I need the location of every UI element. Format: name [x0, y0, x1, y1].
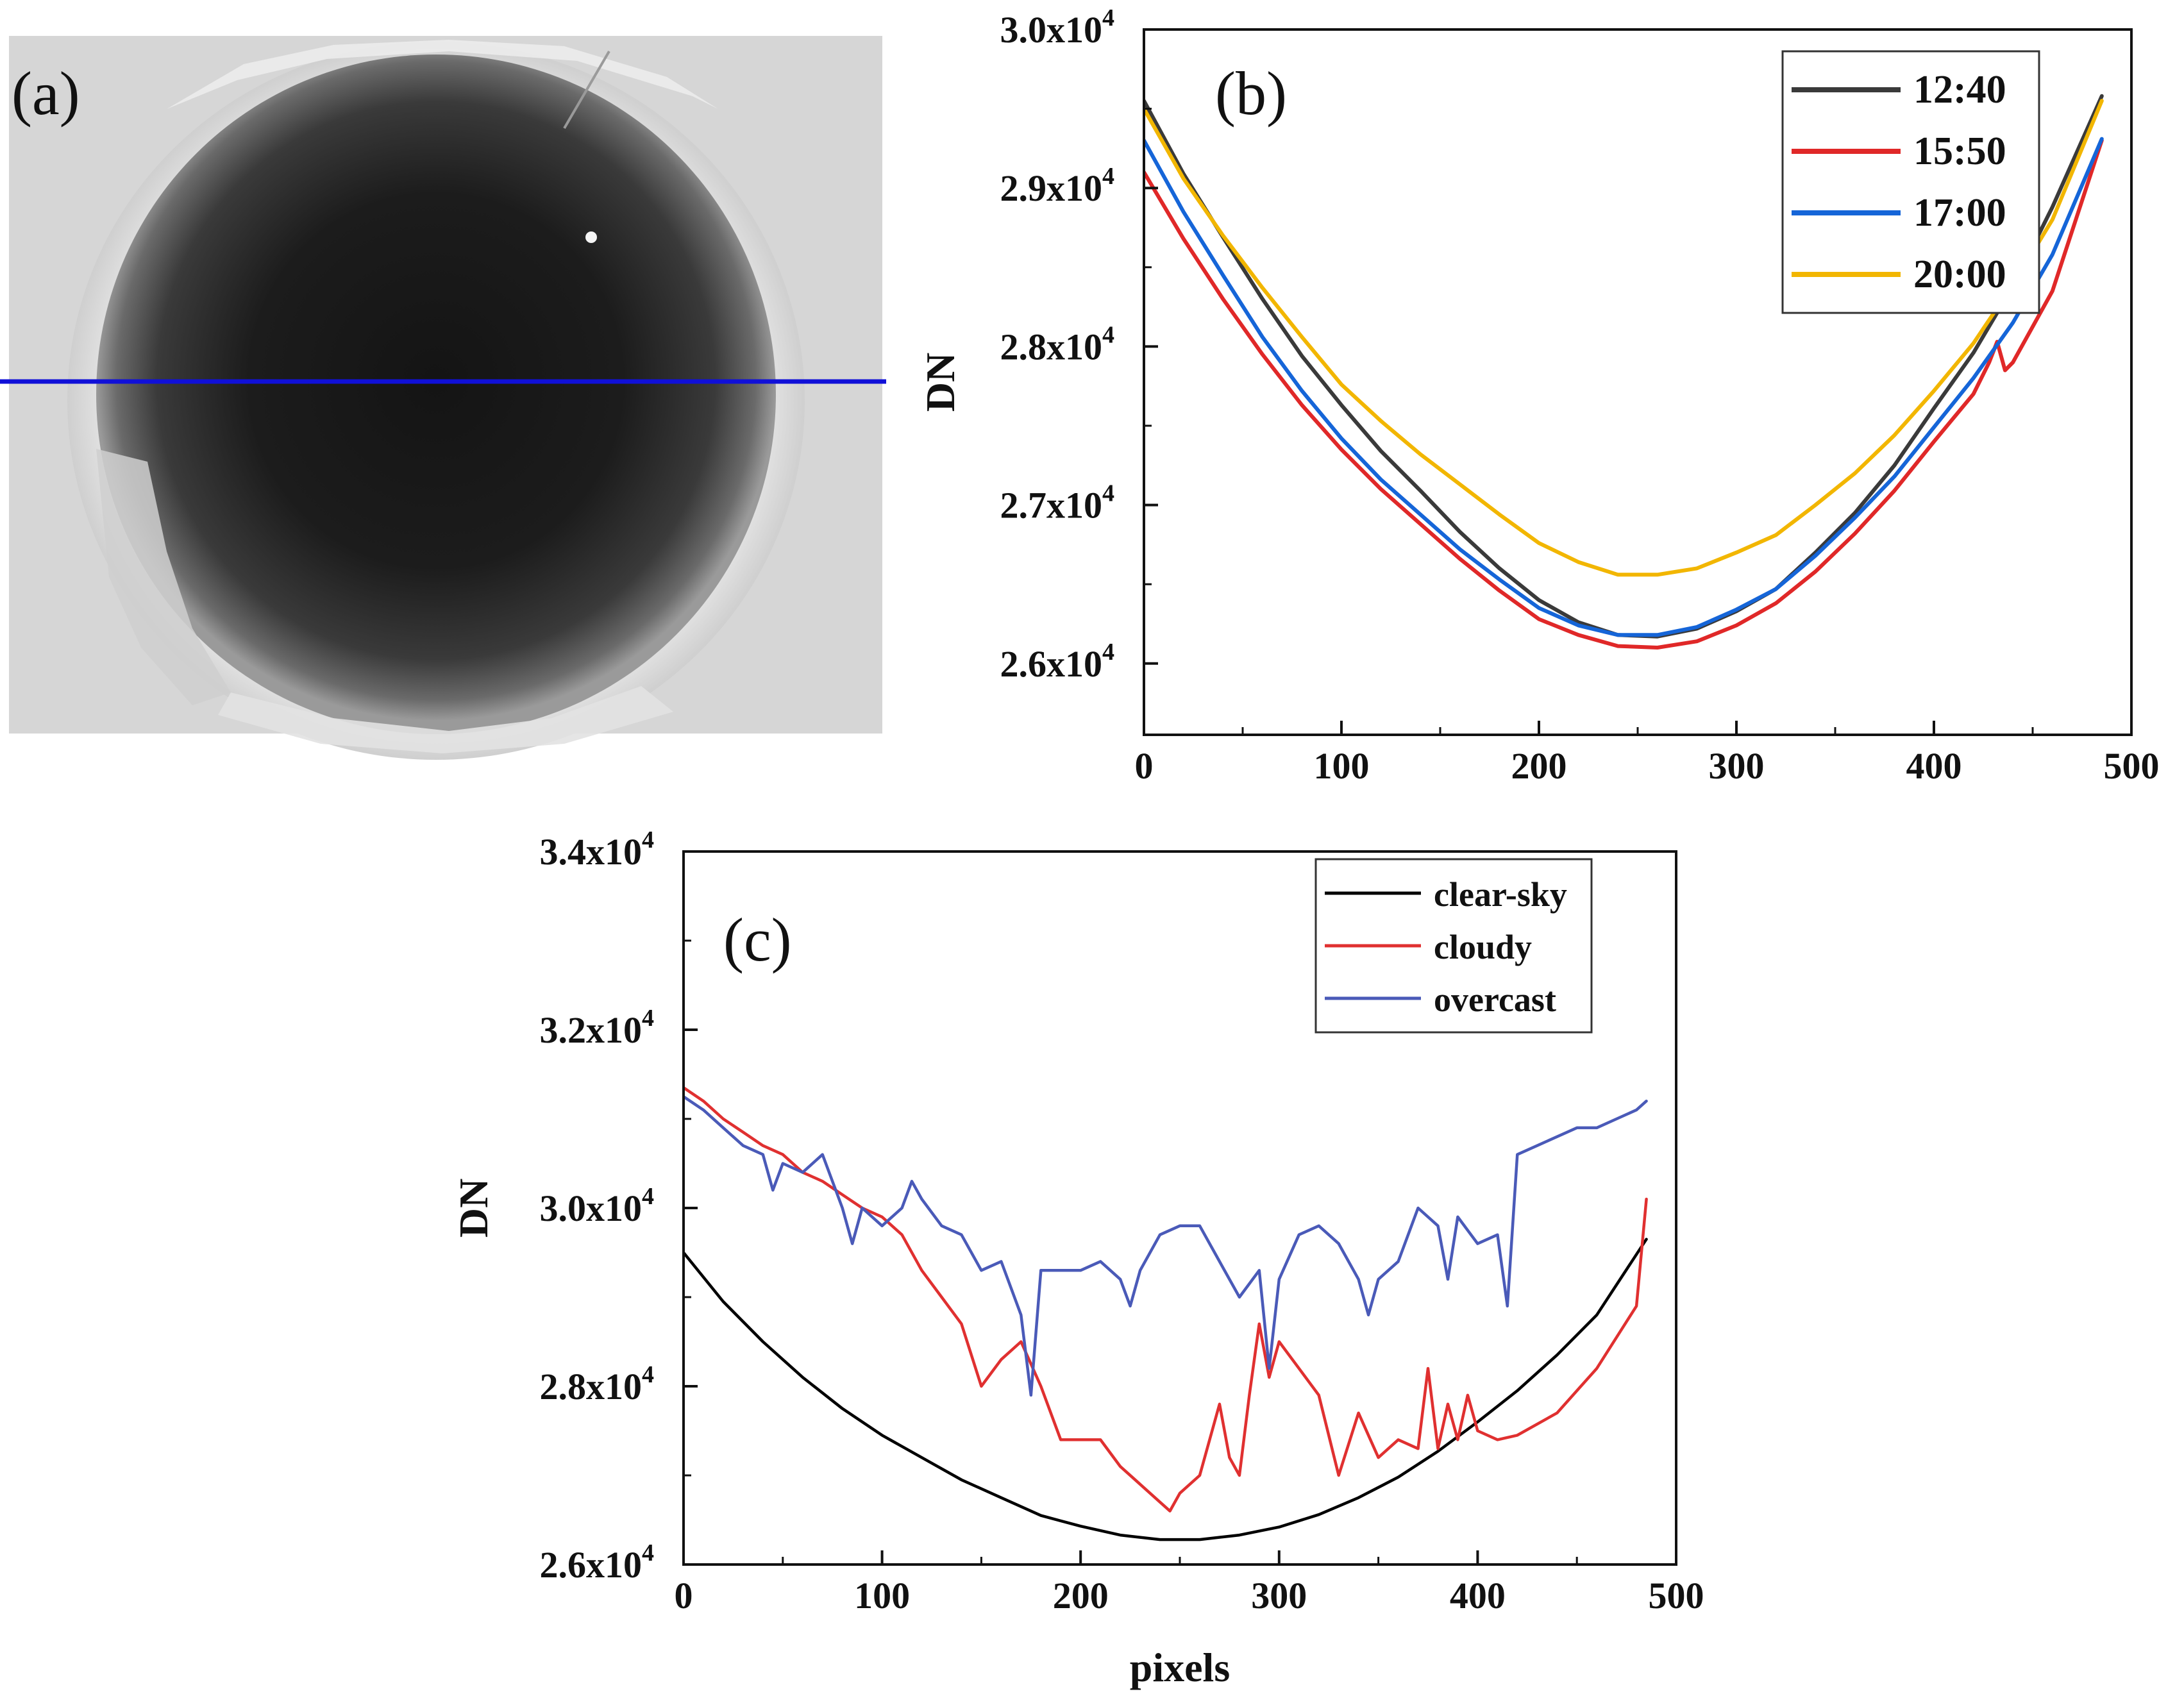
chart-c-legend-label: clear-sky — [1434, 875, 1567, 914]
chart-c-series-overcast — [684, 1095, 1648, 1397]
chart-b-ytick-label: 2.7x104 — [1000, 480, 1115, 526]
chart-c-ytick-label: 3.2x104 — [540, 1005, 655, 1051]
chart-b-legend-box — [1781, 50, 2040, 314]
panel-b: 0 100 200 300 400 500 2.6x104 2.7x104 2.8x104 2.9… — [918, 4, 2160, 787]
chart-b-xtick-label: 100 — [1314, 745, 1370, 787]
chart-c-xtick-label: 100 — [854, 1575, 910, 1616]
chart-b-xtick-label: 500 — [2104, 745, 2160, 787]
panel-c-label: (c) — [723, 905, 792, 974]
chart-b-legend-label: 12:40 — [1913, 68, 2006, 112]
chart-c-legend-label: overcast — [1434, 980, 1556, 1019]
chart-b-xtick-label: 400 — [1906, 745, 1962, 787]
chart-b-series — [1144, 94, 2104, 650]
chart-b-ytick-label: 2.6x104 — [1000, 639, 1115, 685]
chart-c-axes: 0 100 200 300 400 500 2.6x104 2.8x104 3.0x104 3.2… — [451, 826, 1704, 1690]
horizon-obstruction-bottom — [218, 686, 673, 753]
horizon-obstruction-left — [96, 449, 231, 705]
chart-b-series-17:00 — [1144, 137, 2104, 637]
chart-c-xtick-label: 400 — [1450, 1575, 1506, 1616]
chart-c-ytick-label: 2.8x104 — [540, 1361, 655, 1407]
bright-star — [585, 231, 597, 243]
panel-a-label: (a) — [12, 59, 80, 128]
chart-c-xtick-label: 0 — [675, 1575, 693, 1616]
chart-b-xtick-label: 200 — [1511, 745, 1567, 787]
chart-b-xtick-label: 0 — [1135, 745, 1154, 787]
chart-c-series-cloudy — [684, 1086, 1648, 1513]
chart-c-xtick-label: 200 — [1053, 1575, 1109, 1616]
chart-b-ytick-label: 2.9x104 — [1000, 163, 1115, 209]
chart-c-ytick-label: 3.4x104 — [540, 826, 655, 873]
chart-c-ytick-label: 2.6x104 — [540, 1539, 655, 1586]
chart-b-legend-label: 20:00 — [1913, 253, 2006, 296]
chart-b-legend-label: 15:50 — [1913, 130, 2006, 173]
chart-b-axes: 0 100 200 300 400 500 2.6x104 2.7x104 2.8x104 2.9… — [918, 4, 2160, 787]
chart-b-ytick-label: 3.0x104 — [1000, 4, 1115, 51]
chart-c-legend: clear-sky cloudy overcast — [1315, 858, 1593, 1034]
chart-c-xtick-label: 300 — [1251, 1575, 1307, 1616]
chart-c-legend-label: cloudy — [1434, 928, 1532, 966]
chart-b-legend-label: 17:00 — [1913, 191, 2006, 235]
chart-c-xlabel: pixels — [1130, 1645, 1230, 1690]
antenna-mast — [563, 50, 610, 130]
chart-b-ytick-label: 2.8x104 — [1000, 321, 1115, 367]
panel-b-label: (b) — [1215, 59, 1287, 128]
chart-c-ytick-label: 3.0x104 — [540, 1183, 655, 1229]
chart-c-ylabel: DN — [451, 1179, 496, 1237]
chart-b-xtick-label: 300 — [1709, 745, 1765, 787]
panel-a: (a) — [0, 36, 886, 760]
chart-b-series-20:00 — [1144, 99, 2104, 577]
sky-dome — [96, 55, 776, 734]
chart-c-series-clear-sky — [684, 1237, 1648, 1541]
chart-b-legend: 12:40 15:50 17:00 20:00 — [1781, 50, 2040, 314]
chart-c-xtick-label: 500 — [1649, 1575, 1704, 1616]
chart-c-series — [684, 1086, 1648, 1541]
panel-c: 0 100 200 300 400 500 2.6x104 2.8x104 3.0x104 3.2… — [451, 826, 1704, 1690]
horizon-obstruction-top — [167, 40, 718, 109]
chart-b-ylabel: DN — [918, 353, 963, 412]
